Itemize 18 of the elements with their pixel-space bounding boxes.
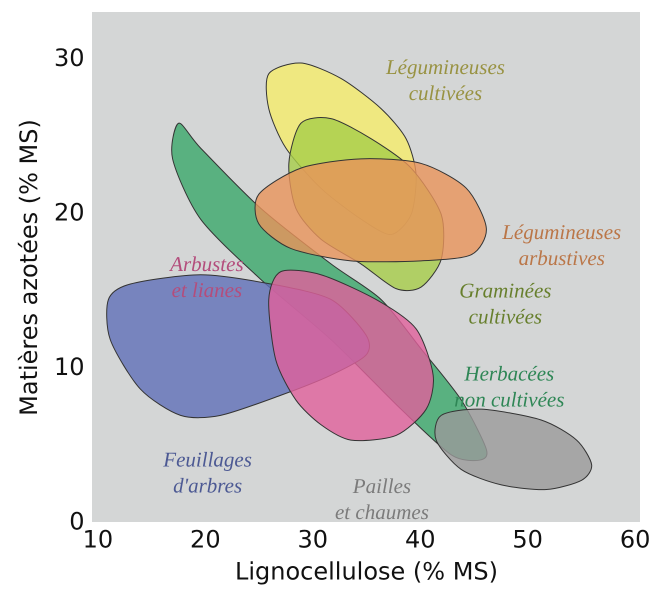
series-label: Légumineuses cultivées — [384, 54, 505, 105]
series-label: Feuillages d'arbres — [162, 448, 252, 498]
y-axis-title: Matières azotées (% MS) — [14, 119, 43, 416]
y-tick-label: 0 — [69, 508, 84, 536]
x-axis-title: Lignocellulose (% MS) — [234, 558, 498, 586]
x-tick-label: 40 — [404, 526, 436, 554]
series-label: Légumineuses arbustives — [501, 220, 622, 270]
x-tick-label: 10 — [82, 526, 114, 554]
x-tick-label: 20 — [190, 526, 221, 554]
y-tick-label: 30 — [54, 44, 84, 72]
series-label: Pailles et chaumes — [334, 474, 429, 524]
y-tick-label: 20 — [54, 198, 84, 226]
y-tick-label: 10 — [54, 352, 84, 381]
series-label: Graminées cultivées — [459, 278, 552, 328]
x-tick-label: 50 — [512, 526, 543, 554]
series-label: Arbustes et lianes — [168, 252, 244, 302]
x-tick-label: 60 — [620, 526, 650, 554]
x-tick-label: 30 — [298, 526, 328, 554]
